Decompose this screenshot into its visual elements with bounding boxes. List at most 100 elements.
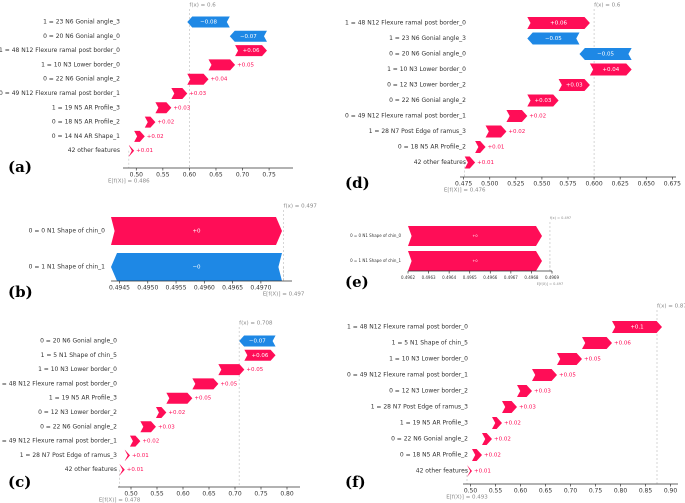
positive-shap-bar: [517, 385, 532, 397]
feature-label: 1 = 10 N3 Lower border_0: [41, 61, 120, 68]
negative-shap-bar: [579, 48, 632, 60]
positive-shap-bar: [492, 417, 502, 429]
fx-label: f(x) = 0.708: [239, 321, 273, 327]
shap-value-label: −0.05: [545, 36, 562, 42]
positive-shap-bar: [134, 130, 145, 142]
positive-shap-bar: [408, 251, 542, 271]
positive-shap-bar: [527, 17, 590, 29]
positive-shap-bar: [482, 433, 492, 445]
positive-shap-bar: [582, 337, 612, 349]
efx-label: E[f(X)] = 0.486: [108, 179, 150, 185]
feature-label: 0 = 49 N12 Flexure ramal post border_1: [0, 438, 117, 445]
x-tick-label: 0.65: [539, 488, 553, 495]
panel-c: f(x) = 0.708 42 other features +0.01 1 = 28…: [0, 321, 300, 503]
positive-shap-bar: [558, 79, 590, 91]
negative-shap-bar: [229, 30, 267, 42]
feature-label: 1 = 23 N6 Gonial angle_3: [43, 19, 120, 26]
panel-letter: (b): [8, 283, 33, 301]
positive-shap-bar: [171, 88, 188, 99]
positive-shap-bar: [589, 63, 632, 76]
feature-label: 0 = 14 N4 AR Shape_1: [52, 133, 120, 140]
panel-letter: (e): [345, 273, 369, 291]
x-tick-label: 0.575: [559, 181, 576, 188]
x-tick-label: 0.4955: [166, 285, 187, 292]
feature-label: 1 = 28 N7 Post Edge of ramus_3: [371, 404, 468, 411]
feature-label: 42 other features: [65, 466, 117, 473]
x-tick-label: 0.70: [564, 488, 578, 495]
shap-value-label: +0.05: [246, 367, 263, 373]
feature-label: 0 = 22 N6 Gonial angle_2: [40, 423, 117, 430]
x-tick-label: 0.60: [183, 172, 197, 179]
x-tick-label: 0.60: [514, 488, 528, 495]
negative-shap-bar: [239, 335, 276, 347]
feature-label: 1 = 48 N12 Flexure ramal post border_0: [0, 47, 120, 54]
feature-label: 0 = 22 N6 Gonial angle_2: [391, 436, 468, 443]
positive-shap-bar: [192, 378, 219, 390]
shap-value-label: +0.04: [211, 77, 228, 83]
x-tick-label: 0.4969: [545, 275, 559, 280]
shap-value-label: +0.02: [484, 453, 501, 459]
shap-value-label: +0.05: [237, 62, 254, 68]
feature-label: 0 = 1 N1 Shape of chin_1: [29, 264, 106, 271]
shap-value-label: +0.02: [147, 134, 164, 140]
panel-letter: (d): [345, 174, 370, 192]
fx-label: f(x) = 0.497: [550, 216, 571, 220]
x-tick-label: 0.4960: [194, 285, 215, 292]
positive-shap-bar: [140, 421, 156, 433]
positive-shap-bar: [485, 125, 507, 138]
x-tick-label: 0.600: [585, 181, 602, 188]
efx-label: E[f(X)] = 0.497: [537, 282, 563, 286]
x-tick-label: 0.500: [481, 181, 498, 188]
negative-shap-bar: [187, 16, 230, 28]
panel-b: f(x) = 0.497 0 = 1 N1 Shape of chin_1 −0 0 …: [8, 204, 317, 302]
feature-label: 42 other features: [414, 159, 466, 166]
x-tick-label: 0.55: [489, 488, 503, 495]
feature-label: 42 other features: [68, 147, 120, 154]
feature-label: 42 other features: [416, 468, 468, 475]
x-tick-label: 0.55: [156, 172, 170, 179]
feature-label: 0 = 18 N5 AR Profile_2: [52, 119, 120, 126]
x-tick-label: 0.80: [280, 491, 294, 498]
x-tick-label: 0.4970: [250, 285, 271, 292]
shap-value-label: +0.04: [602, 67, 619, 73]
x-tick-label: 0.650: [638, 181, 655, 188]
feature-label: 1 = 10 N3 Lower border_0: [389, 356, 468, 363]
positive-shap-bar: [187, 73, 209, 85]
panel-a: f(x) = 0.6 42 other features +0.01 0 = 14 N…: [0, 3, 293, 185]
x-tick-label: 0.75: [262, 172, 276, 179]
x-tick-label: 0.675: [664, 181, 681, 188]
feature-label: 1 = 48 N12 Flexure ramal post border_0: [0, 380, 117, 387]
x-tick-label: 0.4968: [524, 275, 538, 280]
shap-value-label: +0.02: [157, 120, 174, 126]
x-tick-label: 0.4966: [483, 275, 497, 280]
positive-shap-bar: [144, 116, 156, 128]
shap-value-label: −0.07: [240, 34, 257, 40]
feature-label: 0 = 1 N1 Shape of chin_1: [350, 258, 401, 263]
shap-value-label: +0.01: [132, 453, 149, 459]
shap-value-label: +0.03: [519, 405, 536, 411]
shap-value-label: +0.03: [534, 389, 551, 395]
feature-label: 1 = 48 N12 Flexure ramal post border_0: [347, 324, 468, 331]
positive-shap-bar: [124, 449, 130, 461]
shap-value-label: +0.06: [243, 48, 260, 54]
panel-e: f(x) = 0.497 0 = 1 N1 Shape of chin_1 +0 0 …: [345, 216, 571, 291]
fx-label: f(x) = 0.6: [594, 3, 621, 9]
positive-shap-bar: [111, 217, 282, 245]
feature-label: 0 = 49 N12 Flexure ramal post border_1: [347, 372, 468, 379]
feature-label: 1 = 28 N7 Post Edge of ramus_3: [20, 452, 117, 459]
shap-value-label: −0.07: [249, 339, 266, 345]
feature-label: 1 = 19 N5 AR Profile_3: [400, 420, 468, 427]
x-tick-label: 0.65: [202, 491, 216, 498]
panel-letter: (c): [8, 473, 31, 491]
feature-label: 0 = 22 N6 Gonial angle_2: [389, 97, 466, 104]
feature-label: 1 = 19 N5 AR Profile_3: [49, 395, 117, 402]
shap-value-label: +0.02: [508, 129, 525, 135]
shap-value-label: +0.1: [630, 325, 643, 331]
x-tick-label: 0.75: [254, 491, 268, 498]
x-tick-label: 0.525: [507, 181, 524, 188]
negative-shap-bar: [111, 253, 282, 281]
positive-shap-bar: [235, 45, 267, 57]
x-tick-label: 0.625: [612, 181, 629, 188]
shap-value-label: +0.01: [127, 467, 144, 473]
x-tick-label: 0.4965: [222, 285, 243, 292]
